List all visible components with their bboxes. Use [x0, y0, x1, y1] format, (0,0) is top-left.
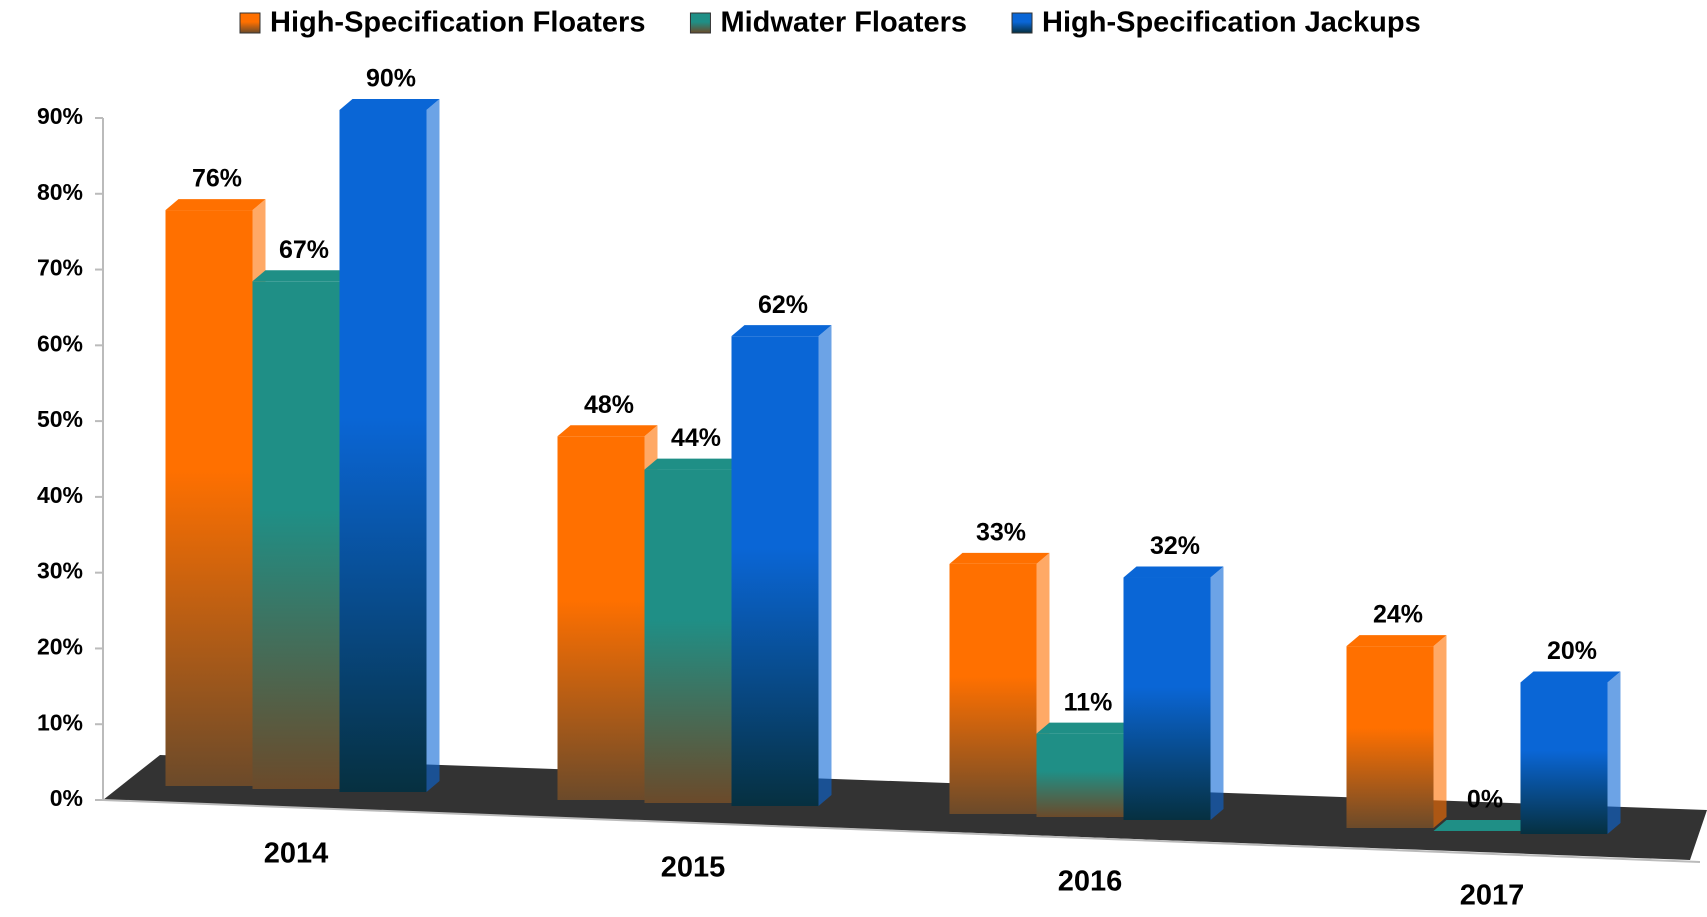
x-tick-label: 2014 [264, 838, 329, 870]
data-label: 44% [671, 424, 721, 452]
data-label: 20% [1547, 637, 1597, 665]
legend-marker [1011, 12, 1033, 34]
x-tick-label: 2017 [1460, 880, 1525, 912]
data-label: 0% [1467, 786, 1503, 814]
y-tick-label: 60% [37, 330, 83, 356]
y-tick-label: 40% [37, 482, 83, 508]
y-tick-label: 10% [37, 709, 83, 735]
bar [165, 210, 253, 787]
bar [339, 110, 427, 792]
bar-top [339, 99, 440, 110]
bar [1123, 577, 1211, 820]
legend-marker [689, 12, 711, 34]
bar-top [252, 270, 353, 282]
data-label: 67% [279, 236, 329, 264]
bar-top [1123, 566, 1224, 578]
bar-side [818, 325, 832, 806]
data-label: 62% [758, 291, 808, 319]
bar-top [1346, 635, 1447, 647]
bar [557, 436, 645, 800]
bar-top [165, 199, 266, 211]
y-tick-label: 30% [37, 558, 83, 584]
bar-top [557, 425, 658, 437]
bar-side [1210, 566, 1224, 820]
data-label: 90% [366, 65, 416, 93]
bar-top [644, 458, 745, 470]
bar-top [1036, 722, 1137, 734]
legend-label: Midwater Floaters [720, 7, 967, 39]
x-tick-label: 2016 [1058, 866, 1123, 898]
floor [103, 755, 1707, 860]
bar [644, 469, 732, 803]
bar-side [1607, 671, 1621, 834]
y-tick-label: 20% [37, 634, 83, 660]
bar-side [426, 99, 440, 792]
bar-top [731, 325, 832, 337]
bar [1520, 682, 1608, 834]
bar-side [1433, 635, 1447, 828]
data-label: 33% [976, 519, 1026, 547]
legend-label: High-Specification Floaters [270, 7, 645, 39]
bar [731, 336, 819, 806]
data-label: 32% [1150, 532, 1200, 560]
bar [1036, 733, 1124, 817]
bar-top [1433, 820, 1534, 831]
data-label: 48% [584, 391, 634, 419]
x-axis [102, 799, 1701, 863]
data-label: 11% [1064, 688, 1113, 716]
data-label: 24% [1373, 601, 1423, 629]
bar-top [1520, 671, 1621, 683]
y-tick-label: 70% [37, 255, 83, 281]
legend-label: High-Specification Jackups [1042, 7, 1421, 39]
legend-marker [239, 12, 261, 34]
y-tick-label: 0% [50, 785, 83, 811]
bar-top [949, 552, 1050, 564]
bar [1346, 646, 1434, 828]
y-tick-label: 50% [37, 406, 83, 432]
y-tick-label: 80% [37, 179, 83, 205]
x-tick-label: 2015 [661, 852, 726, 884]
data-label: 76% [192, 165, 242, 193]
bar [949, 563, 1037, 814]
bar [252, 281, 340, 789]
y-tick-label: 90% [37, 103, 83, 129]
